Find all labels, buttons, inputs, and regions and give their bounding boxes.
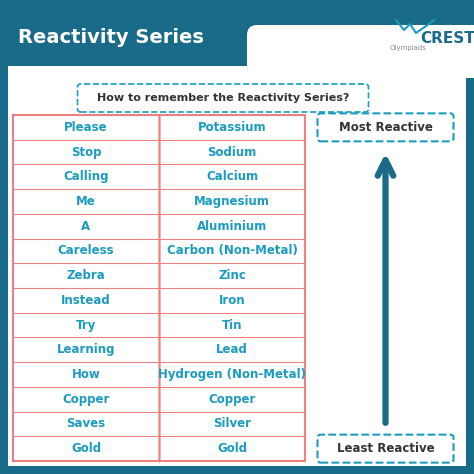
Text: Aluminium: Aluminium <box>197 220 267 233</box>
Text: Copper: Copper <box>62 393 109 406</box>
Text: Most Reactive: Most Reactive <box>338 121 432 134</box>
FancyBboxPatch shape <box>13 115 305 461</box>
Text: Hydrogen (Non-Metal): Hydrogen (Non-Metal) <box>158 368 306 381</box>
FancyBboxPatch shape <box>8 8 466 66</box>
Text: Silver: Silver <box>213 418 251 430</box>
Text: Instead: Instead <box>61 294 111 307</box>
Text: Potassium: Potassium <box>198 121 266 134</box>
Text: Iron: Iron <box>219 294 246 307</box>
FancyBboxPatch shape <box>8 8 466 466</box>
Text: Reactivity Series: Reactivity Series <box>18 27 204 46</box>
Text: Least Reactive: Least Reactive <box>337 442 434 455</box>
FancyBboxPatch shape <box>318 113 454 141</box>
FancyBboxPatch shape <box>318 435 454 463</box>
Text: Lead: Lead <box>216 343 248 356</box>
Text: How: How <box>72 368 100 381</box>
Text: Gold: Gold <box>71 442 101 455</box>
Text: Gold: Gold <box>217 442 247 455</box>
Text: Me: Me <box>76 195 96 208</box>
Text: Tin: Tin <box>222 319 242 332</box>
Text: Careless: Careless <box>58 245 114 257</box>
Text: Calcium: Calcium <box>206 170 258 183</box>
Text: Zinc: Zinc <box>218 269 246 282</box>
Text: Calling: Calling <box>63 170 109 183</box>
Text: Zebra: Zebra <box>67 269 105 282</box>
Text: Carbon (Non-Metal): Carbon (Non-Metal) <box>166 245 298 257</box>
Text: Sodium: Sodium <box>207 146 256 159</box>
Text: CREST: CREST <box>420 30 474 46</box>
FancyBboxPatch shape <box>78 84 368 112</box>
Text: Learning: Learning <box>57 343 115 356</box>
Text: How to remember the Reactivity Series?: How to remember the Reactivity Series? <box>97 93 349 103</box>
Text: Please: Please <box>64 121 108 134</box>
Text: Magnesium: Magnesium <box>194 195 270 208</box>
Text: Copper: Copper <box>208 393 255 406</box>
Text: Stop: Stop <box>71 146 101 159</box>
Text: A: A <box>82 220 91 233</box>
Text: Try: Try <box>76 319 96 332</box>
Text: Saves: Saves <box>66 418 106 430</box>
Text: Olympiads: Olympiads <box>390 45 427 51</box>
FancyBboxPatch shape <box>247 25 474 78</box>
